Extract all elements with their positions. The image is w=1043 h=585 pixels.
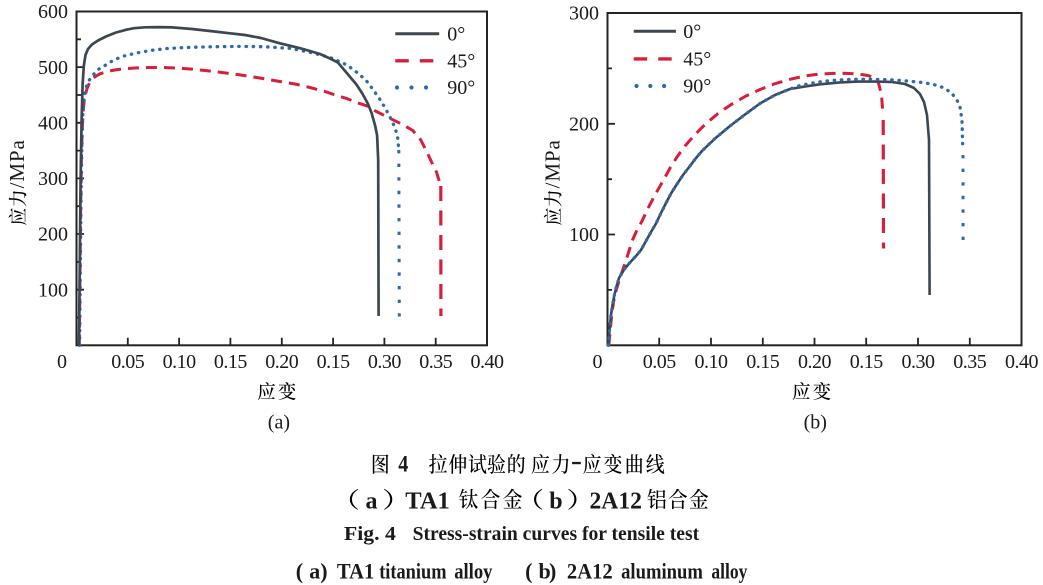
svg-text:4: 4 [398, 452, 408, 477]
svg-text:(b): (b) [804, 412, 827, 434]
svg-text:TA1: TA1 [405, 489, 450, 515]
svg-text:0.35: 0.35 [419, 351, 453, 373]
svg-text:0: 0 [593, 351, 603, 373]
svg-text:300: 300 [38, 168, 68, 190]
svg-text:600: 600 [38, 1, 68, 23]
svg-text:0.30: 0.30 [902, 351, 936, 373]
svg-text:b: b [549, 489, 562, 515]
svg-text:(a): (a) [268, 412, 290, 434]
svg-text:): ) [320, 558, 327, 583]
svg-text:100: 100 [569, 224, 599, 246]
svg-text:0.10: 0.10 [695, 351, 729, 373]
svg-text:alloy: alloy [454, 558, 492, 583]
svg-text:0.40: 0.40 [1005, 351, 1039, 373]
svg-text:0.35: 0.35 [953, 351, 987, 373]
svg-text:0.30: 0.30 [368, 351, 402, 373]
svg-text:0.15: 0.15 [317, 351, 351, 373]
svg-text:aluminum: aluminum [621, 558, 703, 583]
svg-text:2A12: 2A12 [590, 489, 643, 515]
svg-text:0.05: 0.05 [643, 351, 677, 373]
svg-text:b: b [539, 558, 551, 583]
svg-text:2A12: 2A12 [567, 558, 613, 583]
svg-text:(: ( [296, 558, 303, 583]
svg-text:200: 200 [38, 224, 68, 246]
svg-text:Stress-strain curves for tensi: Stress-strain curves for tensile test [413, 523, 700, 545]
svg-text:): ) [549, 558, 556, 583]
svg-text:0.05: 0.05 [111, 351, 145, 373]
svg-text:0°: 0° [447, 24, 465, 46]
svg-text:a: a [366, 489, 378, 515]
svg-text:90°: 90° [447, 77, 475, 99]
svg-text:200: 200 [569, 114, 599, 136]
svg-text:45°: 45° [683, 49, 711, 71]
svg-text:45°: 45° [447, 51, 475, 73]
svg-text:0.15: 0.15 [746, 351, 780, 373]
svg-text:0.15: 0.15 [214, 351, 248, 373]
svg-text:0°: 0° [683, 21, 701, 43]
svg-text:(: ( [525, 558, 532, 583]
svg-text:/MPa: /MPa [540, 139, 564, 188]
svg-text:alloy: alloy [711, 558, 747, 583]
svg-text:100: 100 [38, 279, 68, 301]
svg-text:300: 300 [569, 3, 599, 25]
svg-text:0.10: 0.10 [163, 351, 197, 373]
svg-text:500: 500 [38, 57, 68, 79]
svg-text:0: 0 [57, 351, 67, 373]
svg-text:a: a [309, 558, 320, 583]
svg-text:0.15: 0.15 [850, 351, 884, 373]
svg-text:0.20: 0.20 [265, 351, 299, 373]
svg-text:/MPa: /MPa [5, 139, 29, 188]
svg-text:TA1: TA1 [337, 558, 374, 583]
svg-text:Fig. 4: Fig. 4 [344, 523, 396, 545]
svg-text:0.40: 0.40 [471, 351, 505, 373]
svg-text:titanium: titanium [379, 558, 446, 583]
svg-text:90°: 90° [683, 76, 711, 98]
svg-text:0.20: 0.20 [798, 351, 832, 373]
svg-text:400: 400 [38, 113, 68, 135]
